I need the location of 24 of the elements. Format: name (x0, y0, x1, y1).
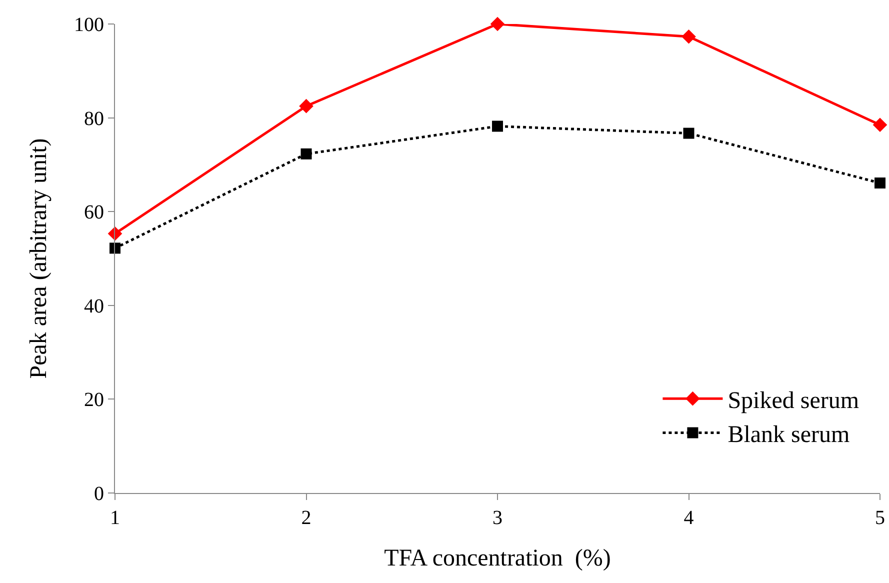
x-tick-label: 4 (684, 507, 694, 529)
x-tick-label: 3 (492, 507, 502, 529)
y-axis-title: Peak area (arbitrary unit) (26, 138, 52, 379)
y-tick-label: 20 (84, 389, 104, 412)
y-tick-label: 80 (84, 108, 104, 130)
y-tick-label: 40 (84, 295, 104, 318)
x-tick-label: 5 (875, 507, 885, 529)
x-tick-label: 1 (110, 507, 120, 529)
legend-label: Blank serum (728, 422, 850, 448)
point (874, 177, 886, 188)
point (490, 16, 505, 32)
x-tick-label: 2 (301, 507, 312, 529)
legend-label: Spiked serum (728, 388, 860, 414)
point (492, 120, 503, 132)
point (682, 30, 696, 44)
y-tick-label: 60 (84, 202, 104, 224)
point (110, 242, 120, 254)
point (300, 148, 312, 160)
y-tick-label: 100 (74, 14, 104, 36)
point (683, 128, 694, 139)
point (872, 118, 888, 132)
point (299, 98, 314, 114)
x-axis-title: TFA concentration (%) (384, 545, 611, 572)
y-tick-label: 0 (94, 483, 104, 505)
